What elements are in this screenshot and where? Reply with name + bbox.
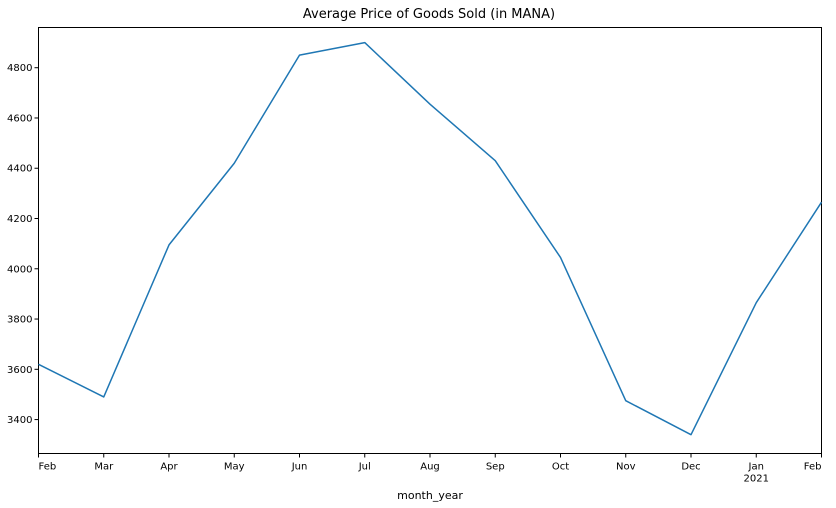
x-tick-label: Feb [804,462,822,473]
x-tick-label: Sep [486,462,505,473]
y-tick-label: 4800 [7,63,32,74]
x-tick-label: Aug [420,462,440,473]
y-tick-label: 3600 [7,365,32,376]
x-tick-label: Apr [160,462,178,473]
x-tick-label: Jul [358,462,371,473]
x-tick-label: Oct [552,462,569,473]
x-tick-label: Jan [748,462,764,473]
x-tick-label: May [224,462,245,473]
chart-title: Average Price of Goods Sold (in MANA) [303,7,555,22]
x-tick-label: Feb [39,462,57,473]
plot-area-frame [38,27,822,454]
y-tick-label: 3800 [7,315,32,326]
y-tick-label: 4600 [7,113,32,124]
x-axis-ticks: Feb Mar Apr May Jun Jul Aug Sep Oct Nov Dec Jan Feb 2… [38,453,822,485]
series-line [38,41,823,436]
y-tick-label: 4200 [7,214,32,225]
x-tick-label: Nov [616,462,636,473]
x-tick-label: Mar [94,462,114,473]
y-tick-label: 3400 [7,415,32,426]
x-tick-label: Jun [291,462,308,473]
x-year-label: 2021 [744,474,769,485]
y-tick-label: 4000 [7,264,32,275]
y-tick-label: 4400 [7,164,32,175]
x-tick-label: Dec [681,462,700,473]
y-axis-ticks: 3400 3600 3800 4000 4200 4400 4600 4800 [7,63,39,426]
x-axis-label: month_year [397,489,463,502]
